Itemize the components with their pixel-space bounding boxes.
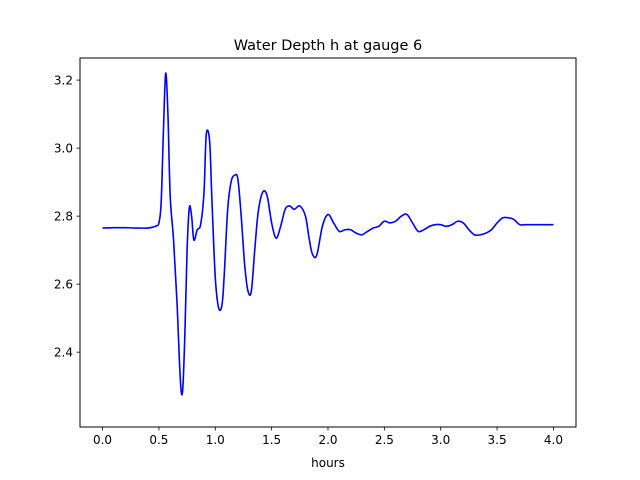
x-axis-label: hours bbox=[311, 456, 345, 470]
x-tick-label: 2.5 bbox=[375, 433, 394, 447]
chart-title: Water Depth h at gauge 6 bbox=[234, 38, 422, 54]
y-tick-label: 2.4 bbox=[54, 346, 73, 360]
axes-frame bbox=[79, 57, 577, 428]
x-tick-label: 4.0 bbox=[544, 433, 563, 447]
x-tick-label: 0.5 bbox=[149, 433, 168, 447]
x-tick-label: 3.5 bbox=[488, 433, 507, 447]
x-tick-label: 1.0 bbox=[206, 433, 225, 447]
x-axis-ticks: 0.0 0.5 1.0 1.5 2.0 2.5 3.0 3.5 4.0 bbox=[93, 427, 563, 447]
y-tick-label: 2.6 bbox=[54, 278, 73, 292]
y-tick-label: 2.8 bbox=[54, 210, 73, 224]
x-tick-label: 1.5 bbox=[262, 433, 281, 447]
x-tick-label: 3.0 bbox=[431, 433, 450, 447]
y-tick-label: 3.0 bbox=[54, 142, 73, 156]
y-axis-ticks: 2.4 2.6 2.8 3.0 3.2 bbox=[54, 74, 80, 360]
plot-area bbox=[102, 72, 554, 396]
x-tick-label: 0.0 bbox=[93, 433, 112, 447]
series-line-water-depth bbox=[102, 72, 554, 396]
y-tick-label: 3.2 bbox=[54, 74, 73, 88]
x-tick-label: 2.0 bbox=[318, 433, 337, 447]
